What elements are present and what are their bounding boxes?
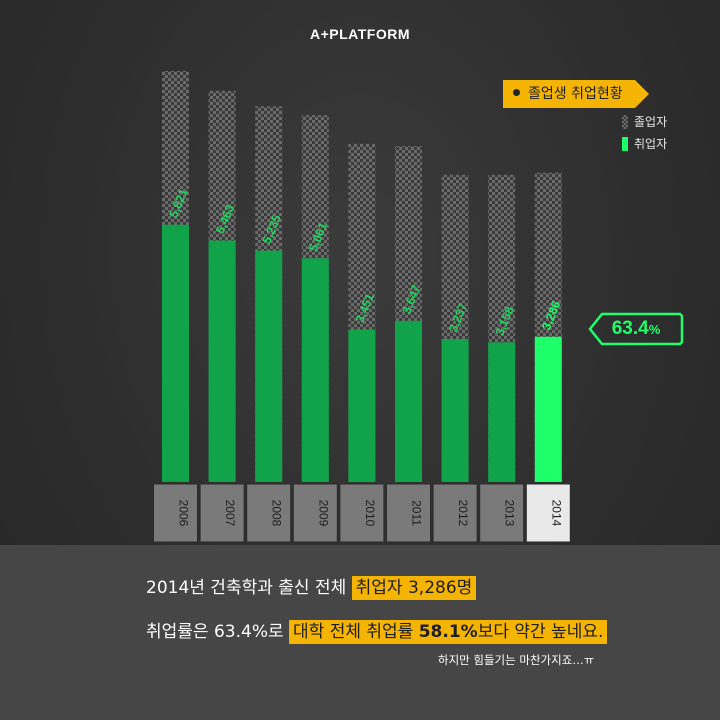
- employed-bar-2014: [534, 336, 562, 482]
- employed-bar-2010: [348, 329, 376, 482]
- graduates-swatch: [622, 115, 628, 129]
- brand-logo: A+PLATFORM: [309, 26, 410, 42]
- tick-label-2007: 2007: [223, 500, 237, 527]
- tick-label-2006: 2006: [177, 500, 191, 527]
- employed-bar-2013: [488, 342, 516, 482]
- axis-box-2011: [386, 483, 431, 543]
- highlight-employed-count: 취업자 3,286명: [351, 576, 477, 600]
- tick-label-2014: 2014: [549, 500, 563, 527]
- legend-title: 졸업생 취업현황: [503, 80, 649, 108]
- employed-bar-2007: [208, 240, 236, 482]
- axis-box-2008: [246, 483, 292, 543]
- highlight-university-rate: 대학 전체 취업률 58.1%보다 약간 높네요.: [289, 620, 608, 644]
- axis-box-2014: [525, 483, 571, 543]
- caption-note: 하지만 힘들기는 마찬가지죠…ㅠ: [438, 653, 595, 667]
- employed-bar-2009: [301, 258, 329, 482]
- axis-box-2012: [432, 483, 478, 543]
- caption-line-2: 취업률은 63.4%로 대학 전체 취업률 58.1%보다 약간 높네요.: [146, 617, 608, 644]
- caption-line-1: 2014년 건축학과 출신 전체 취업자 3,286명: [146, 573, 477, 600]
- legend-employed: 취업자: [622, 135, 667, 152]
- bullet-icon: [513, 89, 520, 96]
- tick-label-2009: 2009: [316, 500, 330, 527]
- tick-label-2008: 2008: [270, 500, 284, 527]
- tick-label-2012: 2012: [456, 500, 470, 527]
- tick-label-2011: 2011: [410, 500, 424, 526]
- employed-bar-2011: [395, 320, 422, 482]
- axis-box-2010: [339, 483, 385, 543]
- employed-swatch: [622, 137, 628, 151]
- axis-box-2006: [153, 483, 198, 543]
- employment-bar-chart: 5,82120065,46320075,23520085,06120093,45…: [153, 70, 571, 543]
- employment-rate-callout: 63.4%: [611, 318, 661, 339]
- employed-bar-2006: [162, 224, 189, 483]
- axis-box-2013: [479, 483, 525, 543]
- rate-callout-frame: [588, 312, 684, 346]
- tick-label-2013: 2013: [503, 500, 517, 527]
- legend-graduates: 졸업자: [622, 113, 667, 130]
- employed-bar-2012: [441, 338, 469, 482]
- tick-label-2010: 2010: [363, 500, 377, 527]
- axis-box-2007: [199, 483, 245, 543]
- axis-box-2009: [292, 483, 338, 543]
- employed-bar-2008: [255, 250, 283, 482]
